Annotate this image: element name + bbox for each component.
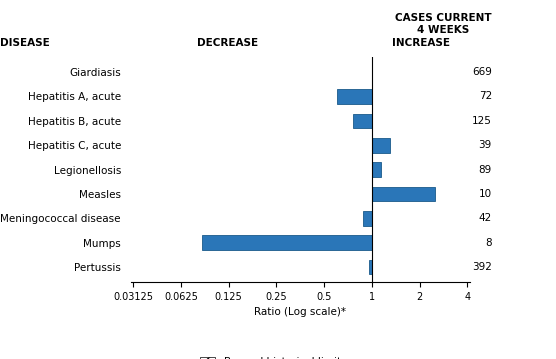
Text: CASES CURRENT
4 WEEKS: CASES CURRENT 4 WEEKS: [395, 13, 492, 35]
Text: 392: 392: [472, 262, 492, 272]
Bar: [353, 113, 372, 128]
Bar: [202, 236, 372, 250]
Text: 669: 669: [472, 67, 492, 77]
X-axis label: Ratio (Log scale)*: Ratio (Log scale)*: [254, 307, 346, 317]
Bar: [372, 138, 390, 153]
Legend: Beyond historical limits: Beyond historical limits: [196, 353, 351, 359]
Text: 72: 72: [479, 92, 492, 102]
Bar: [372, 187, 435, 201]
Text: 42: 42: [479, 213, 492, 223]
Bar: [372, 162, 381, 177]
Text: 89: 89: [479, 165, 492, 174]
Bar: [363, 211, 372, 226]
Bar: [369, 260, 372, 275]
Text: 8: 8: [485, 238, 492, 248]
Text: 125: 125: [472, 116, 492, 126]
Bar: [337, 89, 372, 104]
Text: 10: 10: [479, 189, 492, 199]
Text: DISEASE: DISEASE: [0, 38, 49, 48]
Text: INCREASE: INCREASE: [393, 38, 450, 48]
Text: 39: 39: [479, 140, 492, 150]
Text: DECREASE: DECREASE: [197, 38, 258, 48]
